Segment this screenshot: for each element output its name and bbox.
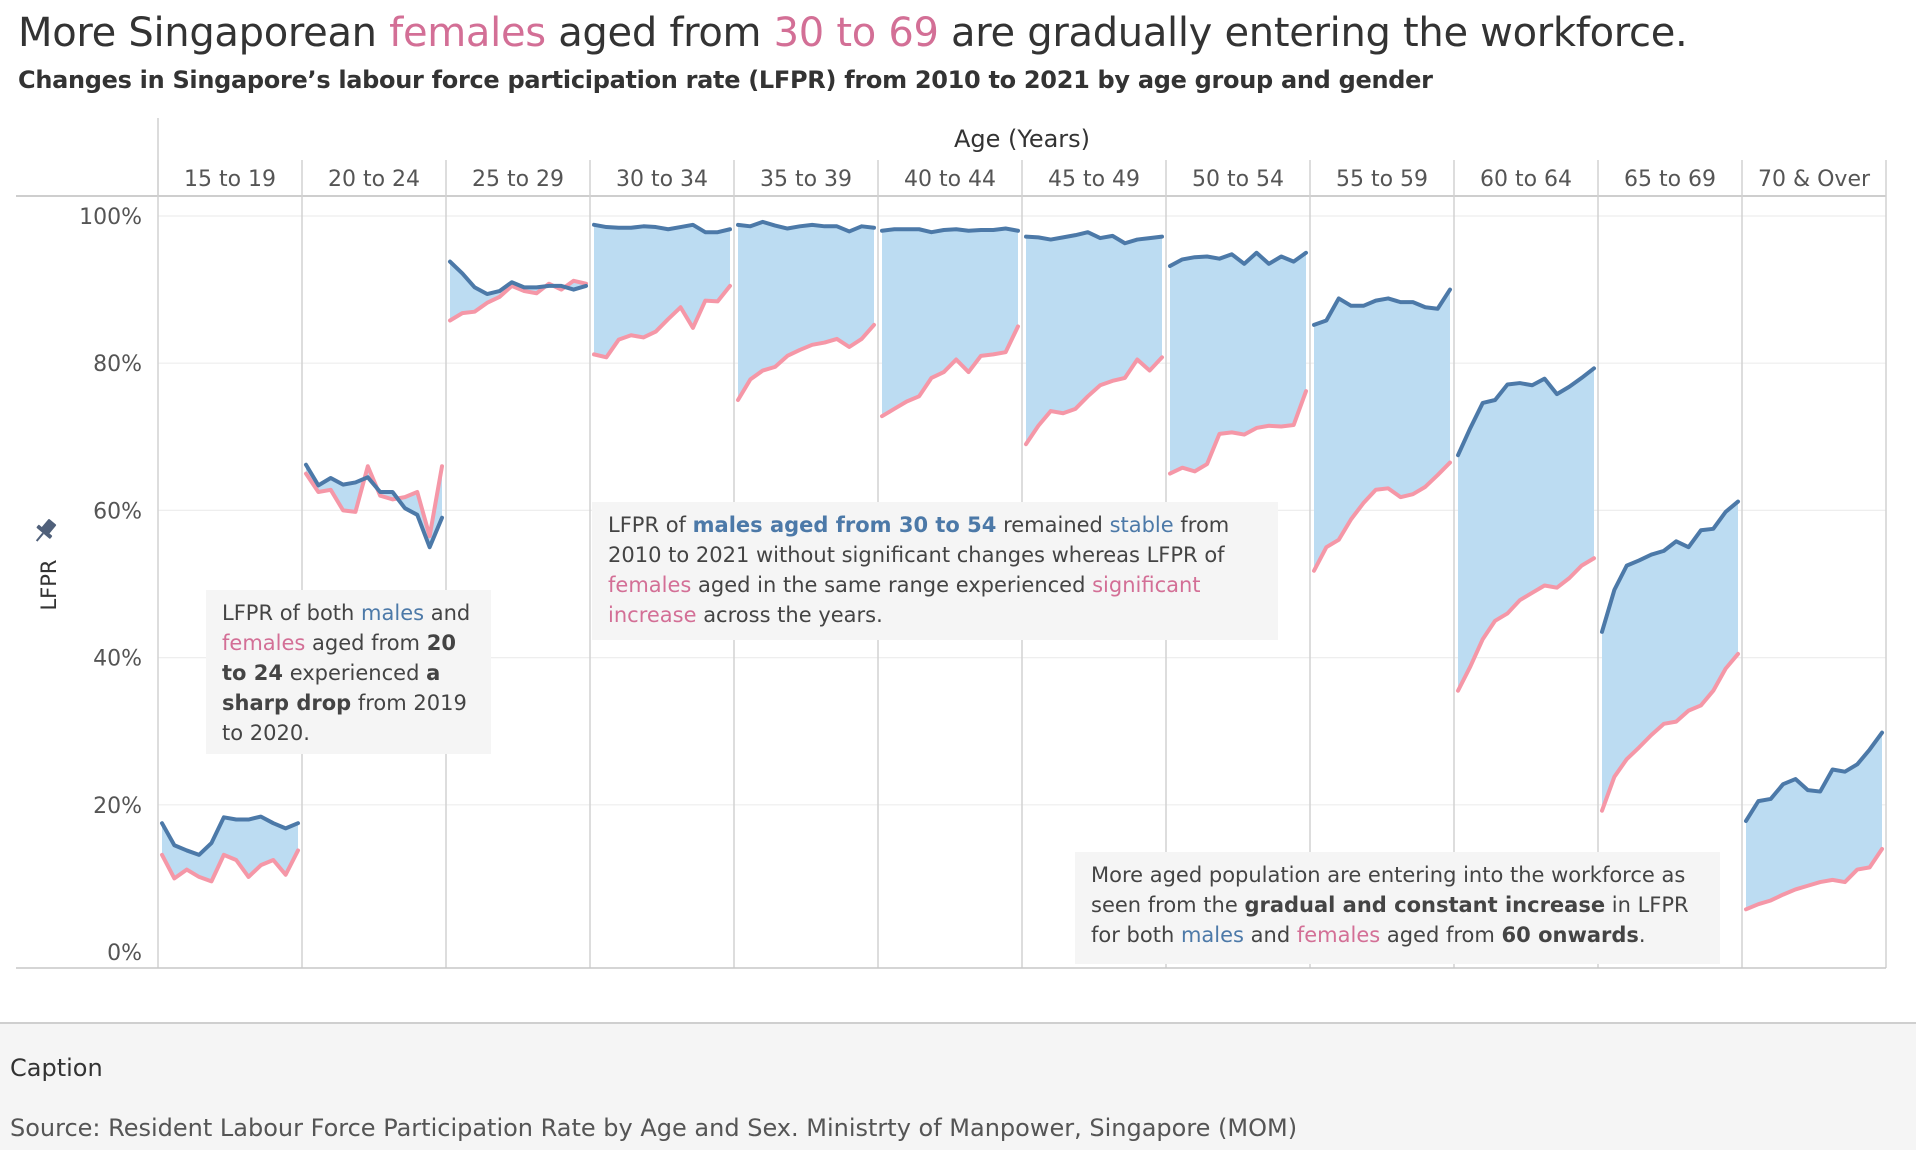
female-line-40-to-44 (880, 324, 1020, 419)
column-header-title: Age (Years) (954, 125, 1090, 153)
gap-area-15-to-19 (162, 816, 298, 882)
female-line-15-to-19 (160, 848, 300, 884)
annotation-60-onwards: More aged population are entering into t… (1075, 852, 1720, 964)
y-tick-label: 40% (93, 647, 142, 672)
female-line-50-to-54 (1168, 389, 1308, 476)
page-subtitle: Changes in Singapore’s labour force part… (18, 66, 1433, 94)
female-line-35-to-39 (736, 322, 876, 402)
female-line-70-over (1744, 846, 1884, 912)
caption-label: Caption (10, 1054, 103, 1082)
female-line-30-to-34 (592, 283, 732, 360)
panel-label-45-to-49: 45 to 49 (1048, 167, 1140, 192)
male-line-25-to-29 (448, 259, 588, 297)
gap-area-50-to-54 (1170, 252, 1306, 474)
y-tick-label: 100% (79, 205, 142, 230)
panel-label-40-to-44: 40 to 44 (904, 167, 996, 192)
female-line-65-to-69 (1600, 651, 1740, 813)
y-tick-label: 80% (93, 352, 142, 377)
panel-label-60-to-64: 60 to 64 (1480, 167, 1572, 192)
gap-area-70-over (1746, 732, 1882, 910)
male-line-15-to-19 (160, 814, 300, 857)
title-highlight-age-range: 30 to 69 (773, 10, 939, 56)
gap-area-35-to-39 (738, 221, 874, 400)
male-line-55-to-59 (1312, 287, 1452, 327)
male-line-35-to-39 (736, 219, 876, 234)
caption-source: Source: Resident Labour Force Participat… (10, 1114, 1298, 1142)
male-line-60-to-64 (1456, 366, 1596, 458)
panel-label-35-to-39: 35 to 39 (760, 167, 852, 192)
female-line-45-to-49 (1024, 355, 1164, 447)
annotation-20-to-24: LFPR of both males and females aged from… (206, 590, 491, 754)
y-tick-label: 0% (107, 941, 142, 966)
panel-label-30-to-34: 30 to 34 (616, 167, 708, 192)
female-line-60-to-64 (1456, 556, 1596, 693)
panel-label-55-to-59: 55 to 59 (1336, 167, 1428, 192)
female-line-55-to-59 (1312, 460, 1452, 573)
panel-label-15-to-19: 15 to 19 (184, 167, 276, 192)
gap-area-45-to-49 (1026, 232, 1162, 445)
panel-label-20-to-24: 20 to 24 (328, 167, 420, 192)
male-line-40-to-44 (880, 226, 1020, 235)
panel-label-65-to-69: 65 to 69 (1624, 167, 1716, 192)
gap-area-65-to-69 (1602, 501, 1738, 811)
female-line-20-to-24 (304, 464, 444, 539)
panel-label-25-to-29: 25 to 29 (472, 167, 564, 192)
y-tick-label: 60% (93, 499, 142, 524)
caption-panel: Caption Source: Resident Labour Force Pa… (0, 1022, 1916, 1150)
y-tick-label: 20% (93, 794, 142, 819)
annotation-30-to-54: LFPR of males aged from 30 to 54 remaine… (592, 502, 1278, 640)
title-highlight-females: females (389, 10, 546, 56)
lfpr-chart: Age (Years) 0% 20% 40% 60% 80% 100% LFPR 15 to 1… (16, 118, 1887, 969)
panel-label-70-over: 70 & Over (1758, 167, 1871, 192)
page-title: More Singaporean females aged from 30 to… (18, 10, 1688, 56)
male-line-70-over (1744, 730, 1884, 823)
gap-area-30-to-34 (594, 224, 730, 358)
gap-area-25-to-29 (450, 261, 586, 321)
gap-area-40-to-44 (882, 228, 1018, 417)
male-line-50-to-54 (1168, 250, 1308, 269)
pin-icon[interactable] (32, 516, 58, 546)
gap-area-20-to-24 (306, 464, 442, 548)
gap-area-60-to-64 (1458, 368, 1594, 691)
gap-area-55-to-59 (1314, 289, 1450, 571)
male-line-20-to-24 (304, 462, 444, 550)
male-line-30-to-34 (592, 222, 732, 235)
panel-label-50-to-54: 50 to 54 (1192, 167, 1284, 192)
y-axis-label: LFPR (37, 559, 61, 610)
male-line-65-to-69 (1600, 499, 1740, 634)
male-line-45-to-49 (1024, 230, 1164, 246)
